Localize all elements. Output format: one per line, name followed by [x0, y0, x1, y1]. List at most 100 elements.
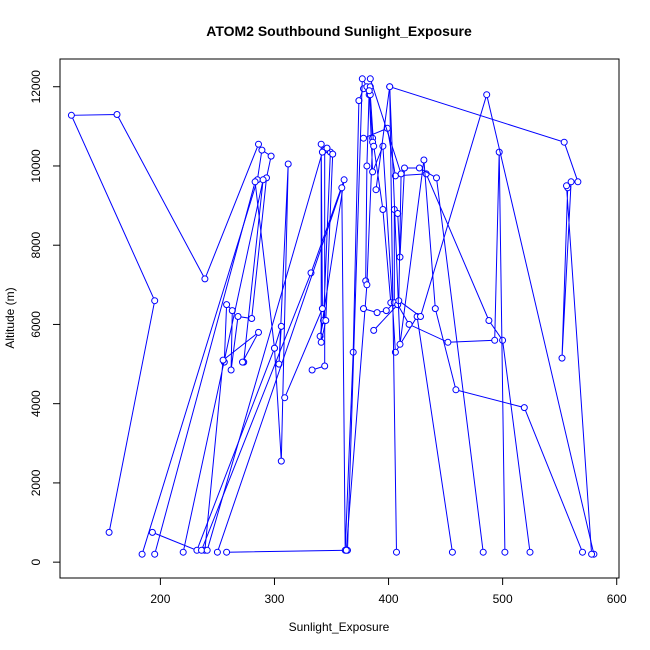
data-point	[373, 309, 381, 317]
series-line	[216, 87, 392, 553]
data-point	[526, 548, 534, 556]
data-point	[271, 344, 278, 352]
data-point	[579, 548, 586, 556]
x-axis-label: Sunlight_Exposure	[289, 620, 390, 634]
data-point	[219, 356, 227, 364]
data-point	[560, 138, 568, 146]
y-axis-label: Altitude (m)	[3, 287, 17, 348]
data-point	[386, 83, 394, 91]
data-point	[448, 548, 456, 556]
data-point	[234, 313, 242, 320]
data-point	[151, 297, 159, 305]
data-point	[363, 162, 371, 170]
series-line	[369, 78, 595, 555]
data-point	[491, 336, 499, 344]
data-point	[223, 301, 231, 309]
data-point	[308, 366, 316, 374]
y-axis: 0 2000 4000 6000 8000 10000 12000	[29, 70, 61, 565]
data-point	[255, 140, 262, 148]
x-tick-label: 500	[493, 592, 513, 606]
data-point	[113, 111, 121, 118]
data-point	[360, 134, 367, 142]
data-point	[340, 176, 348, 184]
data-point	[258, 146, 266, 154]
data-point	[323, 144, 331, 152]
data-point	[329, 150, 337, 158]
data-point	[267, 152, 275, 160]
data-point	[370, 326, 378, 334]
data-point	[148, 528, 156, 536]
data-point	[479, 548, 487, 556]
y-tick-label: 10000	[29, 149, 43, 183]
data-point	[203, 546, 211, 554]
data-point	[379, 142, 387, 150]
data-point	[483, 91, 491, 99]
data-point	[255, 328, 262, 336]
data-point	[394, 210, 402, 217]
data-point	[227, 366, 235, 374]
x-tick-label: 200	[150, 592, 170, 606]
data-point	[342, 546, 350, 554]
x-tick-label: 400	[379, 592, 399, 606]
series-layer	[67, 75, 598, 558]
data-point	[433, 174, 440, 182]
data-point	[397, 170, 405, 178]
data-point	[151, 550, 159, 558]
data-point	[588, 550, 596, 558]
data-point	[355, 97, 363, 105]
data-point	[338, 184, 346, 192]
series-line	[152, 163, 289, 555]
chart-title: ATOM2 Southbound Sunlight_Exposure	[206, 23, 472, 39]
data-point	[318, 148, 326, 156]
data-point	[277, 457, 285, 465]
data-point	[369, 168, 377, 176]
data-point	[317, 338, 325, 346]
data-point	[239, 358, 246, 366]
series-line	[141, 149, 272, 555]
data-point	[67, 111, 75, 119]
x-axis: 200 300 400 500 600	[150, 577, 627, 606]
data-point	[370, 142, 378, 150]
data-point	[365, 87, 373, 95]
data-point	[396, 340, 404, 348]
data-point	[567, 178, 575, 186]
data-point	[417, 313, 424, 320]
y-tick-label: 2000	[29, 469, 43, 496]
data-point	[452, 386, 460, 394]
data-point	[393, 548, 400, 556]
y-tick-label: 12000	[29, 70, 43, 104]
x-tick-label: 300	[264, 592, 284, 606]
data-point	[201, 275, 209, 283]
y-tick-label: 0	[29, 558, 43, 565]
data-point	[420, 156, 428, 164]
data-point	[363, 281, 371, 289]
data-point	[372, 186, 380, 194]
data-point	[415, 164, 423, 172]
data-point	[485, 317, 493, 324]
data-point	[318, 305, 326, 313]
data-point	[321, 362, 329, 370]
data-point	[179, 548, 187, 556]
data-point	[431, 305, 439, 313]
y-tick-label: 8000	[29, 232, 43, 259]
data-point	[213, 548, 221, 556]
data-point	[277, 322, 285, 330]
data-point	[499, 336, 507, 344]
series-line	[70, 113, 259, 533]
data-point	[322, 317, 330, 324]
y-tick-label: 6000	[29, 311, 43, 338]
data-point	[317, 140, 325, 148]
data-point	[520, 404, 528, 412]
data-point	[366, 75, 374, 83]
data-point	[360, 305, 367, 313]
data-point	[558, 354, 566, 362]
data-point	[563, 182, 570, 190]
data-point	[382, 307, 390, 315]
data-point	[251, 178, 259, 186]
data-point	[198, 546, 205, 554]
series-line	[375, 86, 583, 553]
data-point	[358, 75, 366, 83]
data-point	[405, 320, 413, 328]
